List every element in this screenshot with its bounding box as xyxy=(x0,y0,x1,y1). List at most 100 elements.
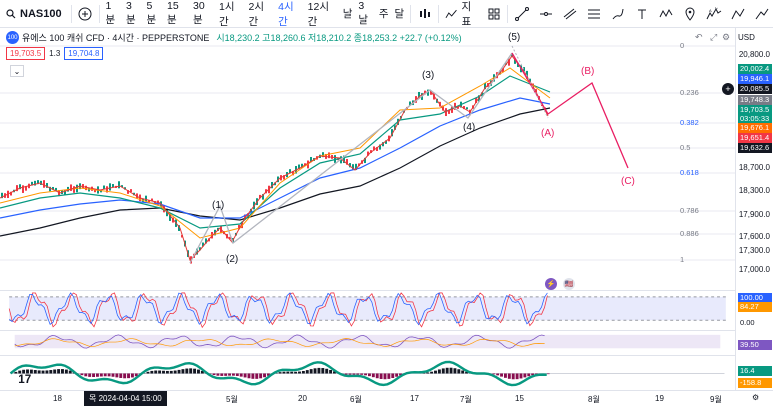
long-position-icon[interactable] xyxy=(751,3,773,25)
pin-icon[interactable] xyxy=(679,3,701,25)
pattern-icon[interactable] xyxy=(655,3,677,25)
momentum-bar xyxy=(259,373,263,379)
wave-label-1: (1) xyxy=(212,200,225,211)
interval-5[interactable]: 1시간 xyxy=(218,0,235,28)
time-axis-label: 15 xyxy=(515,394,524,403)
chart-type-icon[interactable] xyxy=(414,3,435,25)
candle xyxy=(463,106,465,110)
currency-label[interactable]: USD xyxy=(738,33,755,42)
fullscreen-icon[interactable]: ⤢ xyxy=(710,32,718,42)
interval-8[interactable]: 12시간 xyxy=(307,0,330,28)
momentum-bar xyxy=(99,373,103,377)
compare-add-icon[interactable] xyxy=(75,3,96,25)
momentum-bar xyxy=(247,373,251,379)
candle xyxy=(19,184,21,190)
price-axis[interactable]: 20,800.020,400.019,900.019,500.019,200.0… xyxy=(735,28,773,390)
interval-11[interactable]: 주 xyxy=(378,8,389,20)
settings-icon[interactable]: ⚙ xyxy=(722,32,731,42)
fib-retracement-icon[interactable] xyxy=(583,3,605,25)
candle xyxy=(427,89,429,96)
fib-level-label-0: 0 xyxy=(680,41,685,50)
fib-level-label-4: 0.618 xyxy=(680,168,699,177)
chevron-down-icon: ⌄ xyxy=(13,66,21,76)
stochastic-pane[interactable] xyxy=(0,290,735,330)
projection-icon[interactable] xyxy=(727,3,749,25)
interval-6[interactable]: 2시간 xyxy=(248,0,265,28)
text-tool-icon[interactable] xyxy=(631,3,653,25)
interval-12[interactable]: 달 xyxy=(394,8,405,20)
momentum-bar xyxy=(127,373,130,379)
top-toolbar: NAS100 1분 3분 5분 15분 30분 1시간 2시간 4시간 12시간 날 3날 주 달 지표… xyxy=(0,0,773,28)
candle xyxy=(241,221,243,229)
candle xyxy=(502,68,504,73)
momentum-bar xyxy=(305,370,309,374)
buy-button[interactable]: 19,704.8 xyxy=(64,47,104,60)
momentum-bar xyxy=(181,369,185,374)
interval-3[interactable]: 15분 xyxy=(167,0,179,26)
price-tag: 19,676.1 xyxy=(738,123,772,133)
rsi-pane[interactable] xyxy=(0,330,735,355)
search-icon xyxy=(6,8,16,18)
interval-9[interactable]: 날 xyxy=(342,8,353,20)
trend-line-icon[interactable] xyxy=(511,3,533,25)
us-flag-icon[interactable]: 🇺🇸 xyxy=(563,278,575,290)
rsi-line xyxy=(14,334,545,349)
add-alert-icon[interactable]: + xyxy=(722,83,734,95)
momentum-bar xyxy=(53,369,57,374)
indicators-button[interactable]: 지표 xyxy=(442,1,483,28)
templates-icon[interactable] xyxy=(483,3,504,25)
wave-label-b: (B) xyxy=(581,66,595,77)
momentum-bar xyxy=(426,372,430,374)
fib-level-label-7: 1 xyxy=(680,255,685,264)
interval-10[interactable]: 3날 xyxy=(358,0,369,26)
fib-level-label-3: 0.5 xyxy=(680,143,691,152)
momentum-bar xyxy=(395,373,399,377)
momentum-bar xyxy=(523,373,527,378)
candle xyxy=(130,189,132,193)
candle xyxy=(37,180,39,185)
candle xyxy=(169,213,171,221)
symbol-search[interactable]: NAS100 xyxy=(0,0,68,28)
horizontal-ray-icon[interactable] xyxy=(535,3,557,25)
momentum-bar xyxy=(364,373,368,376)
momentum-bar xyxy=(103,373,107,377)
momentum-pane[interactable]: 17 xyxy=(0,355,735,390)
oscillator-value: 100.00 xyxy=(738,293,772,303)
candle xyxy=(127,190,129,194)
divider xyxy=(70,4,72,23)
momentum-bar xyxy=(22,369,26,374)
time-axis[interactable]: 18 5월 20 6월 17 7월 15 8월 19 9월 xyxy=(0,390,773,406)
momentum-bar xyxy=(239,373,243,377)
interval-0[interactable]: 1분 xyxy=(105,0,116,26)
momentum-bar xyxy=(84,373,88,377)
fib-level-label-5: 0.786 xyxy=(680,206,699,215)
undo-icon[interactable]: ↶ xyxy=(695,32,703,42)
lightning-event-icon[interactable]: ⚡ xyxy=(545,278,557,290)
main-price-chart[interactable] xyxy=(0,28,735,290)
candle xyxy=(70,184,72,191)
interval-1[interactable]: 3분 xyxy=(126,0,136,26)
interval-2[interactable]: 5분 xyxy=(146,0,157,26)
sell-button[interactable]: 19,703.5 xyxy=(6,47,46,60)
candle xyxy=(49,186,51,192)
candle xyxy=(106,186,108,193)
candle xyxy=(283,175,285,180)
interval-4[interactable]: 30분 xyxy=(193,0,205,26)
momentum-bar xyxy=(235,373,239,376)
legend-title[interactable]: 유에스 100 캐쉬 CFD · 4시간 · PEPPERSTONE xyxy=(22,33,210,43)
collapse-legend-button[interactable]: ⌄ xyxy=(10,65,24,77)
momentum-value: -158.8 xyxy=(738,378,772,388)
brush-icon[interactable] xyxy=(607,3,629,25)
fib-level-label-2: 0.382 xyxy=(680,118,699,127)
momentum-bar xyxy=(255,373,259,379)
candle xyxy=(46,183,48,188)
candle xyxy=(394,125,396,130)
interval-7[interactable]: 4시간 xyxy=(278,0,294,28)
parallel-channel-icon[interactable] xyxy=(559,3,581,25)
time-axis-settings-icon[interactable]: ⚙ xyxy=(752,393,760,402)
price-axis-label: 18,300.0 xyxy=(738,186,770,195)
candle xyxy=(55,187,57,191)
candle xyxy=(58,190,60,197)
momentum-bar xyxy=(134,373,138,377)
